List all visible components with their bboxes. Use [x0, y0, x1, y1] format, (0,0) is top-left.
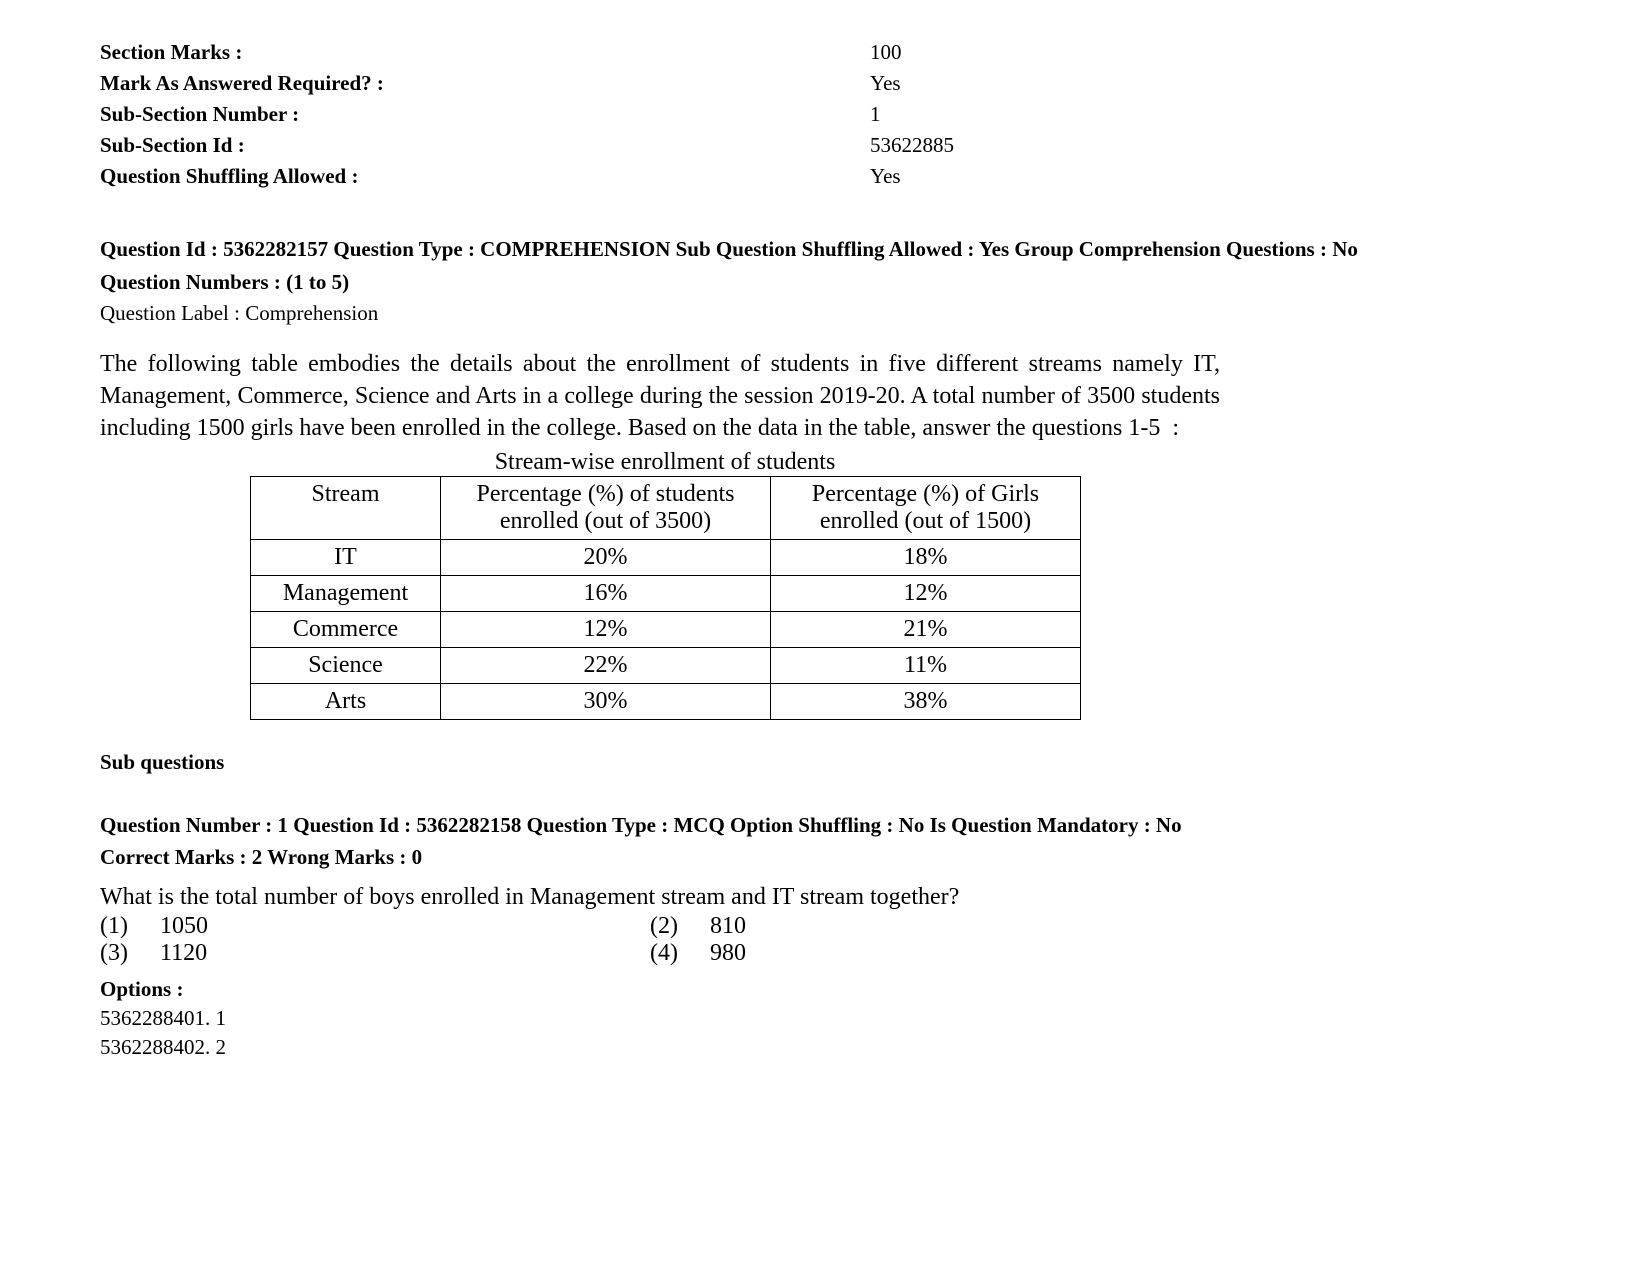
metadata-row: Mark As Answered Required? : Yes: [100, 71, 1550, 96]
metadata-label: Mark As Answered Required? :: [100, 71, 870, 96]
question-numbers: Question Numbers : (1 to 5): [100, 270, 1550, 295]
table-cell: Commerce: [251, 611, 441, 647]
option-line: 5362288401. 1: [100, 1006, 1550, 1031]
answer-option: (2) 810: [650, 913, 1200, 940]
answer-row: (3) 1120 (4) 980: [100, 940, 1550, 967]
metadata-section: Section Marks : 100 Mark As Answered Req…: [100, 40, 1550, 189]
metadata-row: Sub-Section Number : 1: [100, 102, 1550, 127]
metadata-value: Yes: [870, 164, 901, 189]
table-cell: 12%: [771, 575, 1081, 611]
table-cell: Management: [251, 575, 441, 611]
option-line: 5362288402. 2: [100, 1035, 1550, 1060]
metadata-label: Sub-Section Id :: [100, 133, 870, 158]
table-row: IT 20% 18%: [251, 539, 1081, 575]
sub-questions-label: Sub questions: [100, 750, 1550, 775]
table-row: Commerce 12% 21%: [251, 611, 1081, 647]
metadata-value: Yes: [870, 71, 901, 96]
table-cell: 21%: [771, 611, 1081, 647]
table-header: Stream: [251, 476, 441, 539]
table-cell: IT: [251, 539, 441, 575]
comprehension-passage: The following table embodies the details…: [100, 348, 1220, 445]
answer-grid: (1) 1050 (2) 810 (3) 1120 (4) 980: [100, 913, 1550, 967]
table-row: Management 16% 12%: [251, 575, 1081, 611]
table-header: Percentage (%) of students enrolled (out…: [441, 476, 771, 539]
answer-number: (3): [100, 940, 160, 967]
metadata-label: Question Shuffling Allowed :: [100, 164, 870, 189]
metadata-row: Question Shuffling Allowed : Yes: [100, 164, 1550, 189]
options-label: Options :: [100, 977, 1550, 1002]
answer-value: 1050: [160, 913, 208, 940]
metadata-row: Sub-Section Id : 53622885: [100, 133, 1550, 158]
answer-option: (3) 1120: [100, 940, 650, 967]
table-title: Stream-wise enrollment of students: [250, 449, 1080, 476]
answer-number: (2): [650, 913, 710, 940]
table-cell: 12%: [441, 611, 771, 647]
table-cell: Arts: [251, 683, 441, 719]
answer-value: 980: [710, 940, 746, 967]
metadata-value: 100: [870, 40, 902, 65]
metadata-value: 53622885: [870, 133, 954, 158]
metadata-row: Section Marks : 100: [100, 40, 1550, 65]
answer-row: (1) 1050 (2) 810: [100, 913, 1550, 940]
sub-question-header: Question Number : 1 Question Id : 536228…: [100, 810, 1550, 842]
enrollment-table: Stream Percentage (%) of students enroll…: [250, 476, 1081, 720]
table-cell: 16%: [441, 575, 771, 611]
question-label: Question Label : Comprehension: [100, 301, 1550, 326]
metadata-value: 1: [870, 102, 881, 127]
table-cell: 38%: [771, 683, 1081, 719]
sub-question-marks: Correct Marks : 2 Wrong Marks : 0: [100, 845, 1550, 870]
question-header: Question Id : 5362282157 Question Type :…: [100, 234, 1550, 266]
answer-option: (4) 980: [650, 940, 1200, 967]
answer-number: (4): [650, 940, 710, 967]
metadata-label: Sub-Section Number :: [100, 102, 870, 127]
table-row: Arts 30% 38%: [251, 683, 1081, 719]
table-cell: 30%: [441, 683, 771, 719]
table-header-row: Stream Percentage (%) of students enroll…: [251, 476, 1081, 539]
answer-number: (1): [100, 913, 160, 940]
answer-option: (1) 1050: [100, 913, 650, 940]
table-cell: 11%: [771, 647, 1081, 683]
table-cell: 18%: [771, 539, 1081, 575]
table-cell: 22%: [441, 647, 771, 683]
answer-value: 810: [710, 913, 746, 940]
metadata-label: Section Marks :: [100, 40, 870, 65]
sub-question-text: What is the total number of boys enrolle…: [100, 884, 1550, 911]
table-row: Science 22% 11%: [251, 647, 1081, 683]
table-cell: Science: [251, 647, 441, 683]
table-cell: 20%: [441, 539, 771, 575]
answer-value: 1120: [160, 940, 207, 967]
table-header: Percentage (%) of Girls enrolled (out of…: [771, 476, 1081, 539]
